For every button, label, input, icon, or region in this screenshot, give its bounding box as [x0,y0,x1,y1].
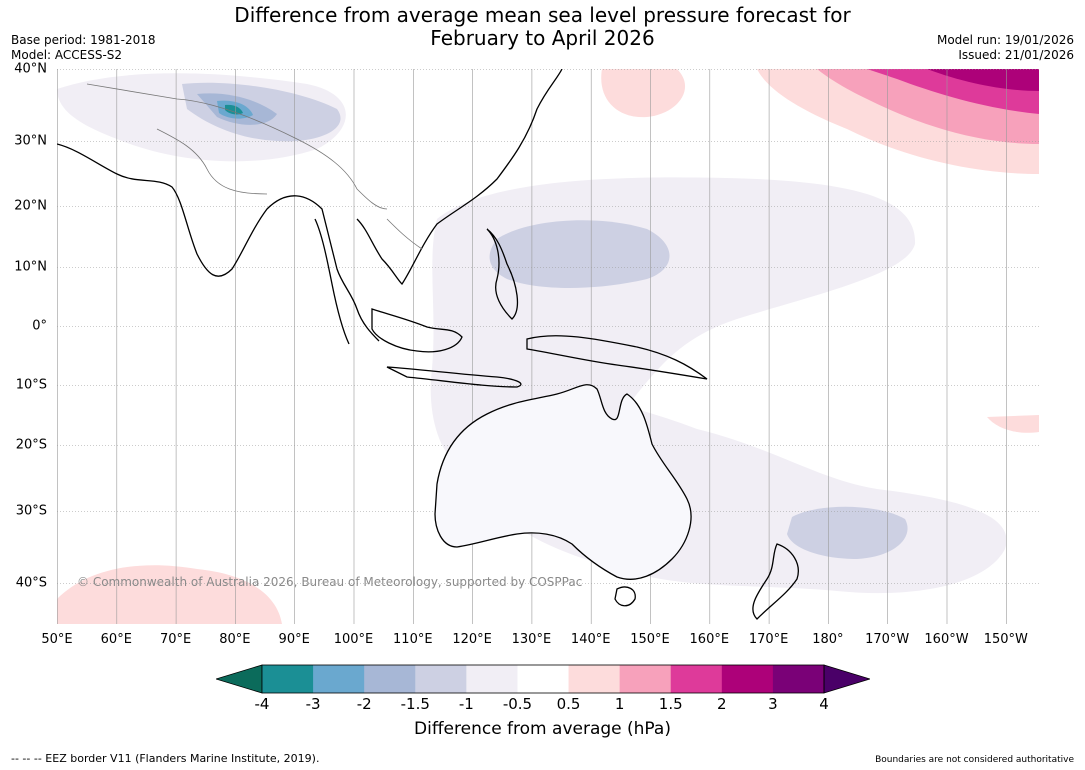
colorbar-tick: -1 [458,695,474,713]
meta-left: Base period: 1981-2018 Model: ACCESS-S2 [11,33,156,63]
colorbar-tick: 3 [768,695,778,713]
colorbar-segment [772,665,825,693]
lon-label: 140°E [570,632,611,647]
map-title-line2: February to April 2026 [430,26,655,50]
coastline-new-guinea [526,335,708,380]
lat-label: 20°N [14,198,47,214]
coastlines [57,69,799,620]
lat-label: 30°S [15,503,47,519]
coastline-australia [434,384,692,580]
lon-label: 160°E [689,632,730,647]
model-name: Model: ACCESS-S2 [11,48,123,62]
map-title: Difference from average mean sea level p… [0,4,1085,50]
colorbar-segment [466,665,518,693]
lon-label: 150°E [630,632,670,647]
lon-label: 160°W [924,632,969,647]
map-canvas: © Commonwealth of Australia 2026, Bureau… [57,69,1039,624]
boundaries-note: Boundaries are not considered authoritat… [875,755,1074,765]
border-indochina [386,218,423,250]
copyright-text: © Commonwealth of Australia 2026, Bureau… [77,575,582,589]
lon-label: 120°E [452,632,492,647]
colorbar-svg [214,664,872,694]
lon-label: 60°E [100,632,132,647]
anomaly-neg-western-pacific [489,220,670,288]
map-title-line1: Difference from average mean sea level p… [234,3,851,27]
colorbar-tick: -0.5 [502,695,533,713]
lon-label: 50°E [41,632,73,647]
colorbar-tick: 2 [717,695,727,713]
lat-label: 10°N [14,259,47,275]
colorbar-tick: -2 [356,695,372,713]
lon-label: 80°E [219,632,251,647]
colorbar-tick: -1.5 [400,695,430,713]
colorbar-segment [313,665,365,693]
colorbar-extend-high [823,664,872,694]
border-asia-north [86,83,388,210]
map-panel: © Commonwealth of Australia 2026, Bureau… [57,69,1039,624]
anomaly-pos-fiji [987,415,1039,433]
colorbar [214,664,872,694]
lon-label: 70°E [159,632,192,647]
colorbar-segment [262,665,314,693]
lon-label: 100°E [333,632,374,647]
coastline-borneo-sumatra [371,308,463,353]
model-run: Model run: 19/01/2026 [936,33,1074,47]
coastline-south-asia [57,143,380,342]
colorbar-tick: 0.5 [556,695,581,713]
graticule [57,69,1039,624]
issued-date: Issued: 21/01/2026 [958,48,1074,62]
colorbar-tick: 1 [614,695,625,713]
anomaly-pos-southern-ocean [57,565,282,624]
lon-label: 180° [812,632,844,647]
coastline-java [386,366,522,388]
lat-label: 20°S [15,437,47,453]
lat-label: 10°S [15,377,47,393]
lon-label: 130°E [511,632,552,647]
coastline-east-asia [356,69,563,286]
anomaly-pos-japan [601,69,686,118]
coastline-malay-peninsula [314,218,350,345]
colorbar-tick: 1.5 [658,695,683,713]
coastline-philippines [486,228,519,320]
colorbar-segment [415,665,467,693]
base-period: Base period: 1981-2018 [11,33,156,47]
lat-label: 40°S [15,575,47,591]
colorbar-segment [517,665,570,693]
border-india-north [156,128,268,195]
colorbar-tick: 4 [819,695,829,713]
lat-label: 40°N [14,61,47,77]
colorbar-tick: -3 [305,695,321,713]
lat-label: 30°N [14,133,47,149]
country-borders [86,83,423,250]
anomaly-neg-tasman [787,506,908,559]
lon-label: 150°W [983,632,1028,647]
colorbar-label: Difference from average (hPa) [414,719,671,739]
colorbar-segment [568,665,621,693]
colorbar-segment [619,665,672,693]
meta-right: Model run: 19/01/2026 Issued: 21/01/2026 [937,33,1074,63]
lon-label: 90°E [278,632,310,647]
coastline-new-zealand [752,543,799,620]
lon-label: 170°W [865,632,910,647]
colorbar-segment [670,665,723,693]
colorbar-extend-low [214,664,263,694]
colorbar-segment [721,665,774,693]
anomaly-pos-north-pacific-max [927,69,1039,91]
eez-note: -- -- -- EEZ border V11 (Flanders Marine… [11,752,320,765]
lon-label: 110°E [393,632,433,647]
anomaly-shading [57,69,1039,624]
colorbar-frame [261,664,825,694]
lat-label: 0° [32,318,47,334]
lon-label: 170°E [748,632,789,647]
colorbar-segment [364,665,416,693]
anomaly-neg-tibet-max [225,104,243,115]
coastline-tasmania [614,586,636,607]
colorbar-tick: -4 [254,695,270,713]
